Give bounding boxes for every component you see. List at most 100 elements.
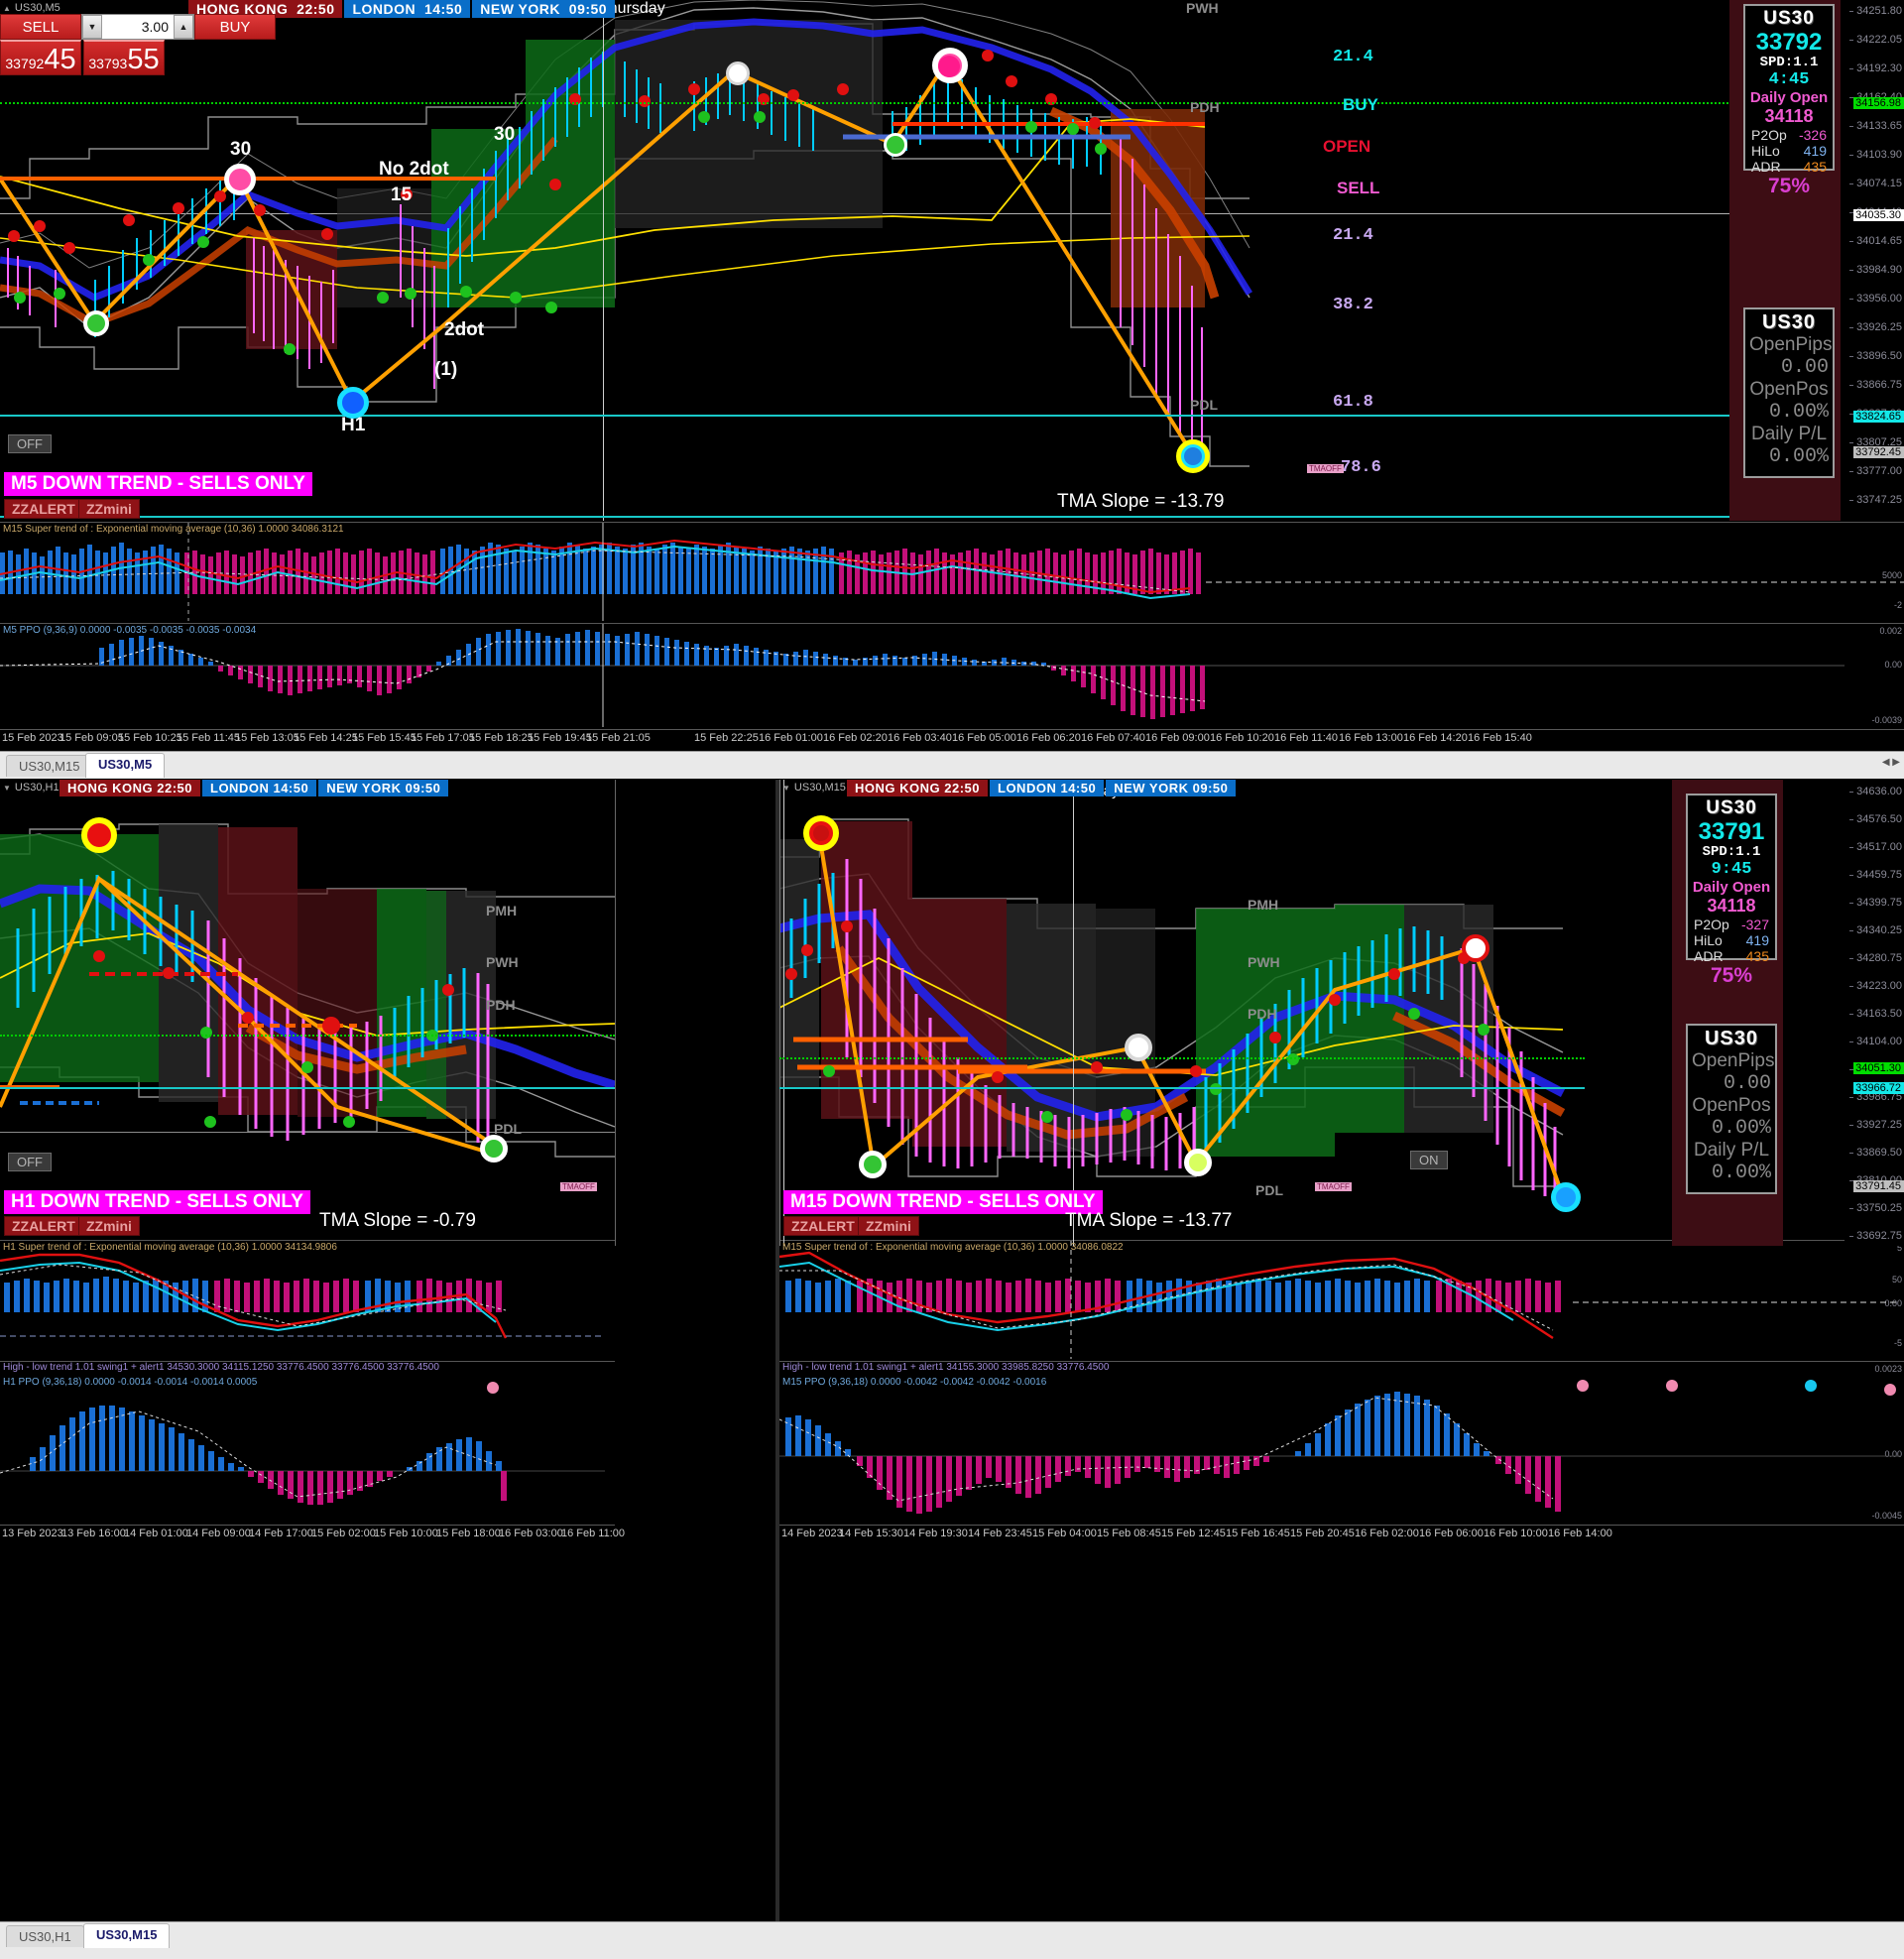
time-tick: 14 Feb 17:00 xyxy=(249,1528,313,1539)
label-buy-level: BUY xyxy=(1343,95,1378,114)
time-tick: 15 Feb 16:45 xyxy=(1226,1528,1290,1539)
price-tick: 33986.75 xyxy=(1849,1091,1902,1103)
sell-button[interactable]: SELL xyxy=(0,14,81,40)
chart-top-header: ▲ US30,M5 xyxy=(0,0,60,16)
time-tick: 16 Feb 01:00 xyxy=(759,732,823,744)
panel-candle-timer: 9:45 xyxy=(1711,860,1752,879)
zzmini-button[interactable]: ZZmini xyxy=(78,1216,140,1236)
pwh-marker: PWH xyxy=(486,954,519,970)
subwindow-m15-ppo[interactable]: High - low trend 1.01 swing1 + alert1 34… xyxy=(779,1361,1904,1525)
pdh-marker: PDH xyxy=(1248,1006,1277,1022)
subwindow-caption: M15 PPO (9,36,18) 0.0000 -0.0042 -0.0042… xyxy=(782,1377,1047,1388)
subwindow-scale-tick: -0.0039 xyxy=(1871,715,1902,725)
subwindow-m15-supertrend[interactable]: M15 Super trend of : Exponential moving … xyxy=(779,1240,1904,1359)
chart-h1-title: US30,H1 xyxy=(14,782,60,794)
price-highlight-ask: 33966.72 xyxy=(1853,1082,1904,1094)
zigzag-node xyxy=(337,387,369,419)
time-scale-h1[interactable]: 13 Feb 2023 13 Feb 16:00 14 Feb 01:00 14… xyxy=(0,1525,625,1544)
zzalert-button[interactable]: ZZALERT xyxy=(4,499,83,519)
time-tick: 16 Feb 03:00 xyxy=(499,1528,563,1539)
lot-increase-icon[interactable]: ▲ xyxy=(174,15,193,39)
zzalert-button[interactable]: ZZALERT xyxy=(4,1216,83,1236)
price-tick: 34280.75 xyxy=(1849,952,1902,964)
time-scale-m5[interactable]: 15 Feb 2023 15 Feb 09:05 15 Feb 10:25 15… xyxy=(0,729,1904,751)
m5-price-plot xyxy=(0,0,1252,467)
time-tick: 16 Feb 05:00 xyxy=(952,732,1016,744)
time-tick: 16 Feb 10:20 xyxy=(1210,732,1274,744)
time-tick: 15 Feb 18:25 xyxy=(469,732,534,744)
annotation-1: (1) xyxy=(434,359,458,380)
price-tick: 34133.65 xyxy=(1849,120,1902,132)
price-tick: 34192.30 xyxy=(1849,62,1902,74)
subwindow-m5-ppo[interactable]: M5 PPO (9,36,9) 0.0000 -0.0035 -0.0035 -… xyxy=(0,623,1904,727)
one-click-trading-panel[interactable]: SELL ▼ 3.00 ▲ BUY 33792 45 33793 55 xyxy=(0,14,276,75)
subwindow-scale-tick: -0.0045 xyxy=(1871,1511,1902,1521)
daily-pl-value: 0.00% xyxy=(1711,1162,1771,1184)
zigzag-node xyxy=(83,310,109,336)
tabbar-top[interactable]: US30,M15 US30,M5 ◀ ▶ xyxy=(0,751,1904,779)
lot-decrease-icon[interactable]: ▼ xyxy=(82,15,102,39)
price-highlight-white: 34035.30 xyxy=(1853,209,1904,221)
price-tick: 34014.65 xyxy=(1849,235,1902,247)
tab-us30-h1[interactable]: US30,H1 xyxy=(6,1925,84,1947)
zigzag-node xyxy=(224,164,256,195)
price-highlight-daily-open: 34156.98 xyxy=(1853,97,1904,109)
subwindow-h1-ppo[interactable]: High - low trend 1.01 swing1 + alert1 34… xyxy=(0,1361,615,1525)
panel-row-p2op: P2Op -327 xyxy=(1694,917,1769,932)
collapse-icon[interactable]: ▲ xyxy=(3,3,11,13)
time-tick: 16 Feb 02:20 xyxy=(823,732,888,744)
lot-size-stepper[interactable]: ▼ 3.00 ▲ xyxy=(81,14,194,40)
session-london: LONDON 14:50 xyxy=(990,780,1105,796)
buy-price[interactable]: 33793 55 xyxy=(83,40,165,75)
time-tick: 15 Feb 10:25 xyxy=(118,732,182,744)
zzmini-button[interactable]: ZZmini xyxy=(858,1216,919,1236)
panel-symbol: US30 xyxy=(1761,311,1817,333)
on-toggle-button[interactable]: ON xyxy=(1410,1151,1448,1169)
collapse-icon[interactable]: ▼ xyxy=(782,783,790,793)
time-tick: 16 Feb 07:40 xyxy=(1081,732,1145,744)
tab-scroll-arrows[interactable]: ◀ ▶ xyxy=(1881,757,1900,768)
sell-price[interactable]: 33792 45 xyxy=(0,40,81,75)
annotation-2dot: 2dot xyxy=(444,319,485,340)
panel-row-hilo: HiLo 419 xyxy=(1751,143,1827,159)
zzalert-button[interactable]: ZZALERT xyxy=(783,1216,863,1236)
panel-row-adr: ADR 435 xyxy=(1694,948,1769,964)
time-tick: 15 Feb 17:05 xyxy=(411,732,475,744)
off-toggle-button[interactable]: OFF xyxy=(8,1153,52,1171)
panel-adr-percent: 75% xyxy=(1710,964,1753,987)
time-tick: 16 Feb 14:00 xyxy=(1548,1528,1612,1539)
time-tick: 15 Feb 20:45 xyxy=(1290,1528,1355,1539)
tab-us30-m5[interactable]: US30,M5 xyxy=(85,753,166,778)
zigzag-node xyxy=(884,133,907,157)
price-tick: 34517.00 xyxy=(1849,841,1902,853)
subwindow-m5-supertrend[interactable]: M15 Super trend of : Exponential moving … xyxy=(0,522,1904,621)
price-tick: 33807.25 xyxy=(1849,436,1902,448)
panel-daily-open-label: Daily Open xyxy=(1749,89,1829,106)
time-tick: 14 Feb 2023 xyxy=(781,1528,843,1539)
subwindow-caption-hl: High - low trend 1.01 swing1 + alert1 34… xyxy=(782,1362,1110,1373)
price-tick: 33750.25 xyxy=(1849,1202,1902,1214)
tab-us30-m15[interactable]: US30,M15 xyxy=(83,1923,171,1948)
price-highlight-bid: 33791.45 xyxy=(1853,1180,1904,1192)
price-scale-m15[interactable]: 34636.00 34576.50 34517.00 34459.75 3439… xyxy=(1844,780,1904,1246)
pdh-marker: PDH xyxy=(486,997,516,1013)
openpos-value: 0.00% xyxy=(1768,401,1829,424)
pwh-marker: PWH xyxy=(1248,954,1280,970)
subwindow-h1-supertrend[interactable]: H1 Super trend of : Exponential moving a… xyxy=(0,1240,615,1359)
price-tick: 34222.05 xyxy=(1849,34,1902,46)
zigzag-node xyxy=(1551,1182,1581,1212)
collapse-icon[interactable]: ▼ xyxy=(3,783,11,793)
price-scale-m5[interactable]: 34251.80 34222.05 34192.30 34162.40 3413… xyxy=(1843,0,1904,521)
pwh-marker: PWH xyxy=(1186,0,1219,16)
tab-us30-m15[interactable]: US30,M15 xyxy=(6,755,93,777)
pdl-marker: PDL xyxy=(1190,397,1218,413)
tabbar-bottom[interactable]: US30,H1 US30,M15 xyxy=(0,1921,1904,1959)
buy-button[interactable]: BUY xyxy=(194,14,276,40)
trend-status-banner: M5 DOWN TREND - SELLS ONLY xyxy=(4,472,312,496)
lot-size-input[interactable]: 3.00 xyxy=(102,15,174,39)
off-toggle-button[interactable]: OFF xyxy=(8,434,52,453)
zzmini-button[interactable]: ZZmini xyxy=(78,499,140,519)
price-tick: 34163.50 xyxy=(1849,1008,1902,1020)
panel-divider[interactable] xyxy=(775,780,779,1945)
time-scale-m15[interactable]: 14 Feb 2023 14 Feb 15:30 14 Feb 19:30 14… xyxy=(779,1525,1904,1544)
